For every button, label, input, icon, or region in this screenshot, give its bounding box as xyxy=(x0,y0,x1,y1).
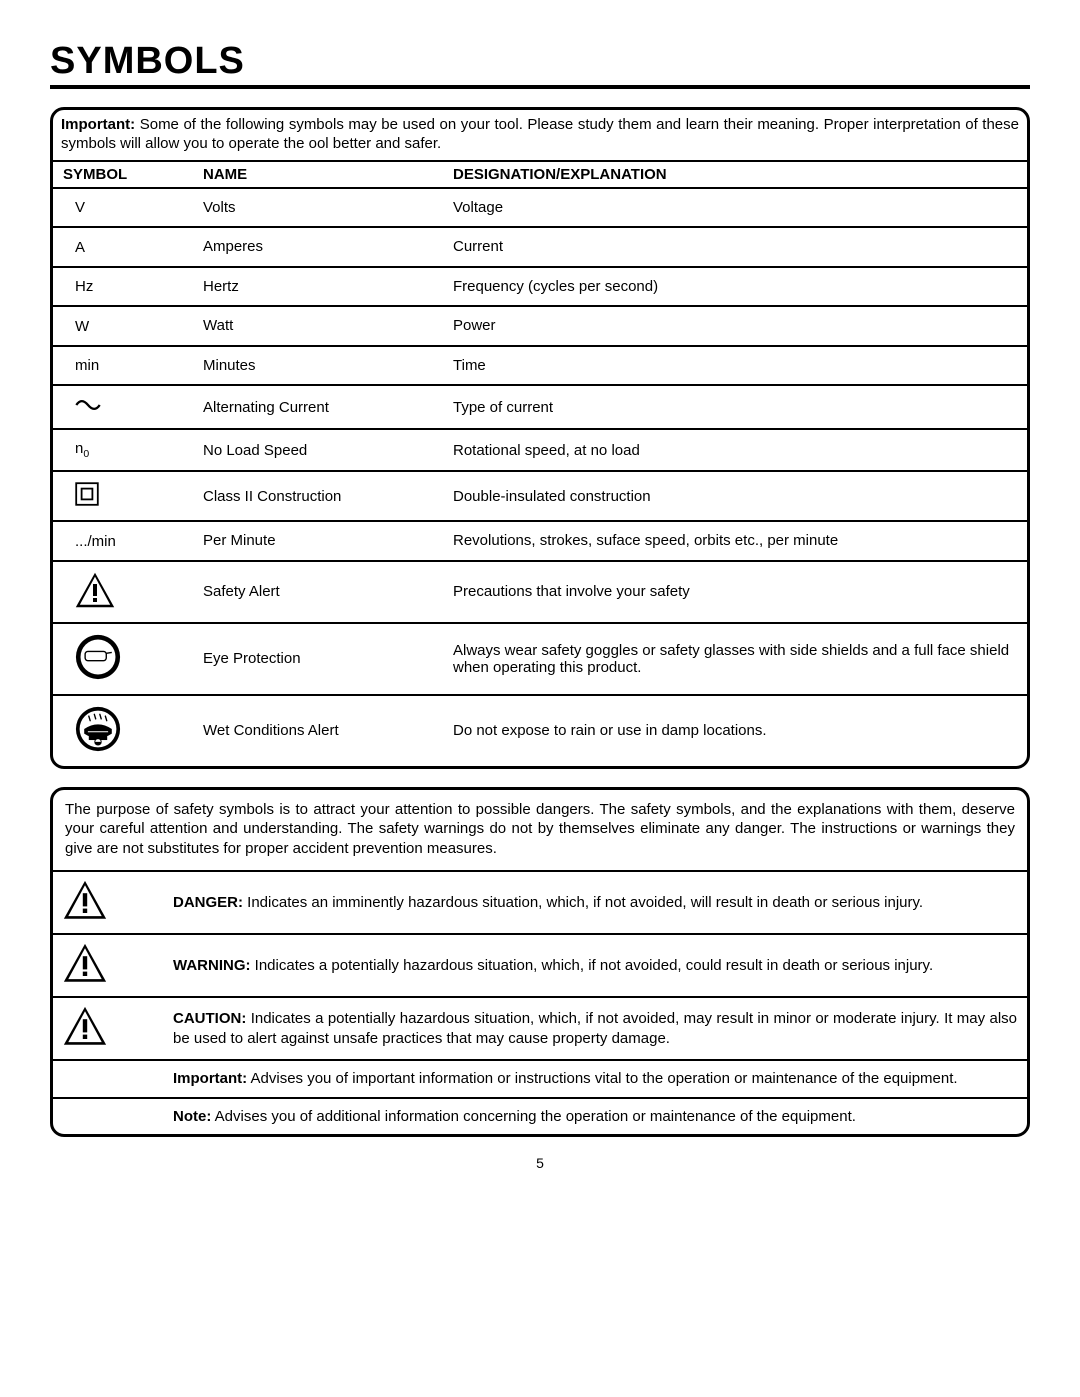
explanation-cell: Voltage xyxy=(443,188,1027,228)
name-cell: Watt xyxy=(193,306,443,346)
warning-row: WARNING: Indicates a potentially hazardo… xyxy=(53,934,1027,997)
table-row: minMinutesTime xyxy=(53,346,1027,386)
warnings-table: DANGER: Indicates an imminently hazardou… xyxy=(53,870,1027,1134)
header-designation: DESIGNATION/EXPLANATION xyxy=(443,161,1027,188)
symbol-cell xyxy=(53,623,193,695)
header-symbol: SYMBOL xyxy=(53,161,193,188)
name-cell: Amperes xyxy=(193,227,443,267)
page-title: SYMBOLS xyxy=(50,40,1030,83)
explanation-cell: Do not expose to rain or use in damp loc… xyxy=(443,695,1027,766)
table-row: Wet Conditions AlertDo not expose to rai… xyxy=(53,695,1027,766)
table-row: .../minPer MinuteRevolutions, strokes, s… xyxy=(53,521,1027,561)
symbol-cell: n0 xyxy=(53,429,193,471)
safety-alert-icon xyxy=(63,880,107,920)
warning-text-cell: DANGER: Indicates an imminently hazardou… xyxy=(163,871,1027,934)
symbols-intro: Important: Some of the following symbols… xyxy=(53,110,1027,160)
symbol-cell: min xyxy=(53,346,193,386)
warnings-panel: The purpose of safety symbols is to attr… xyxy=(50,787,1030,1138)
warning-icon-cell xyxy=(53,934,163,997)
explanation-cell: Type of current xyxy=(443,385,1027,429)
warning-row: CAUTION: Indicates a potentially hazardo… xyxy=(53,997,1027,1060)
eye-protection-icon xyxy=(75,634,121,680)
explanation-cell: Precautions that involve your safety xyxy=(443,561,1027,623)
explanation-cell: Time xyxy=(443,346,1027,386)
name-cell: No Load Speed xyxy=(193,429,443,471)
page-number: 5 xyxy=(50,1155,1030,1171)
warning-row: Important: Advises you of important info… xyxy=(53,1060,1027,1098)
warning-icon-cell xyxy=(53,1098,163,1135)
table-row: Safety AlertPrecautions that involve you… xyxy=(53,561,1027,623)
intro-text: Some of the following symbols may be use… xyxy=(61,116,1019,152)
symbol-cell: .../min xyxy=(53,521,193,561)
table-row: HzHertzFrequency (cycles per second) xyxy=(53,267,1027,307)
name-cell: Volts xyxy=(193,188,443,228)
explanation-cell: Double-insulated construction xyxy=(443,471,1027,521)
table-row: Eye ProtectionAlways wear safety goggles… xyxy=(53,623,1027,695)
symbol-cell: Hz xyxy=(53,267,193,307)
symbol-cell: V xyxy=(53,188,193,228)
name-cell: Wet Conditions Alert xyxy=(193,695,443,766)
table-row: AAmperesCurrent xyxy=(53,227,1027,267)
symbol-cell xyxy=(53,471,193,521)
symbol-cell xyxy=(53,385,193,429)
title-rule xyxy=(50,85,1030,89)
name-cell: Hertz xyxy=(193,267,443,307)
warning-text-cell: Note: Advises you of additional informat… xyxy=(163,1098,1027,1135)
symbols-panel: Important: Some of the following symbols… xyxy=(50,107,1030,769)
class2-icon xyxy=(75,482,99,506)
ac-icon xyxy=(75,396,101,414)
warning-text-cell: Important: Advises you of important info… xyxy=(163,1060,1027,1098)
warning-icon-cell xyxy=(53,1060,163,1098)
safety-alert-icon xyxy=(63,1006,107,1046)
name-cell: Alternating Current xyxy=(193,385,443,429)
warning-row: DANGER: Indicates an imminently hazardou… xyxy=(53,871,1027,934)
table-header-row: SYMBOL NAME DESIGNATION/EXPLANATION xyxy=(53,161,1027,188)
wet-alert-icon xyxy=(75,706,121,752)
symbol-cell xyxy=(53,695,193,766)
name-cell: Eye Protection xyxy=(193,623,443,695)
explanation-cell: Rotational speed, at no load xyxy=(443,429,1027,471)
explanation-cell: Power xyxy=(443,306,1027,346)
table-row: WWattPower xyxy=(53,306,1027,346)
name-cell: Class II Construction xyxy=(193,471,443,521)
intro-lead: Important: xyxy=(61,116,135,133)
table-row: Alternating CurrentType of current xyxy=(53,385,1027,429)
safety-alert-icon xyxy=(63,943,107,983)
warning-icon-cell xyxy=(53,871,163,934)
symbol-cell: A xyxy=(53,227,193,267)
symbol-cell: W xyxy=(53,306,193,346)
table-row: Class II ConstructionDouble-insulated co… xyxy=(53,471,1027,521)
symbols-table: SYMBOL NAME DESIGNATION/EXPLANATION VVol… xyxy=(53,160,1027,766)
explanation-cell: Frequency (cycles per second) xyxy=(443,267,1027,307)
warning-text-cell: WARNING: Indicates a potentially hazardo… xyxy=(163,934,1027,997)
safety-alert-icon xyxy=(75,572,115,608)
warning-row: Note: Advises you of additional informat… xyxy=(53,1098,1027,1135)
header-name: NAME xyxy=(193,161,443,188)
name-cell: Safety Alert xyxy=(193,561,443,623)
explanation-cell: Revolutions, strokes, suface speed, orbi… xyxy=(443,521,1027,561)
symbol-cell xyxy=(53,561,193,623)
table-row: VVoltsVoltage xyxy=(53,188,1027,228)
explanation-cell: Current xyxy=(443,227,1027,267)
warning-text-cell: CAUTION: Indicates a potentially hazardo… xyxy=(163,997,1027,1060)
explanation-cell: Always wear safety goggles or safety gla… xyxy=(443,623,1027,695)
warning-icon-cell xyxy=(53,997,163,1060)
name-cell: Minutes xyxy=(193,346,443,386)
warnings-intro: The purpose of safety symbols is to attr… xyxy=(53,790,1027,871)
name-cell: Per Minute xyxy=(193,521,443,561)
table-row: n0No Load SpeedRotational speed, at no l… xyxy=(53,429,1027,471)
